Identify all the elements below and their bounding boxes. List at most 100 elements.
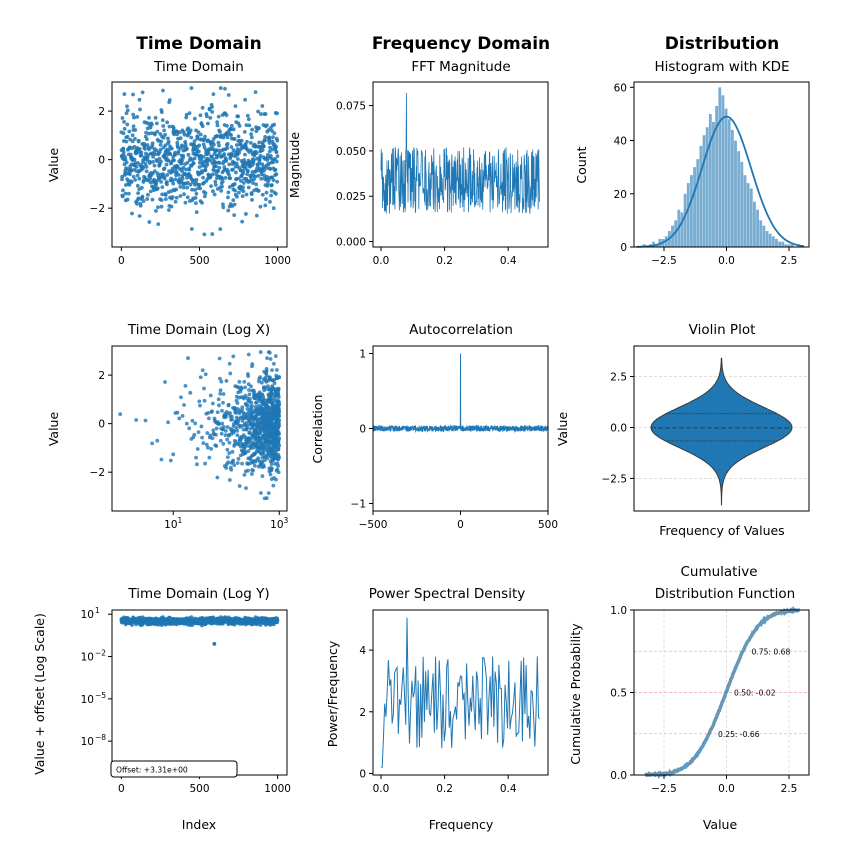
- psd-ytick-label: 2: [359, 707, 366, 719]
- time-point: [150, 141, 155, 146]
- time-point: [175, 140, 180, 145]
- time-point: [249, 140, 253, 145]
- logx-point: [166, 420, 170, 425]
- time-point: [268, 199, 272, 204]
- acf-ytick-label: −1: [351, 499, 366, 511]
- time-point: [211, 142, 216, 147]
- time-point: [249, 192, 254, 197]
- time-point: [135, 173, 140, 178]
- logx-point: [150, 441, 155, 446]
- time-point: [134, 164, 139, 169]
- time-point: [256, 188, 261, 193]
- hist-xtick-label: 0.0: [718, 255, 735, 267]
- time-point: [211, 92, 216, 97]
- histogram-bar: [690, 175, 693, 247]
- time-point: [201, 142, 206, 147]
- time-point: [170, 178, 175, 183]
- time-point: [141, 165, 146, 169]
- logx-ytick-label: −2: [90, 467, 105, 479]
- cdf-theoretical-line: [644, 608, 800, 777]
- logx-point: [143, 418, 148, 423]
- time-point: [185, 160, 190, 165]
- panel-autocorrelation: −500 0 500 −1 0 1: [351, 345, 558, 531]
- time-point: [143, 162, 148, 166]
- logx-point: [118, 412, 123, 417]
- logx-point: [211, 428, 216, 433]
- time-point: [271, 178, 276, 183]
- logx-point: [273, 396, 277, 401]
- time-point: [121, 131, 126, 136]
- time-point: [193, 196, 198, 200]
- time-point: [153, 132, 157, 137]
- time-point: [234, 161, 239, 166]
- time-point: [208, 116, 213, 120]
- logx-point: [227, 440, 232, 445]
- time-point: [163, 193, 168, 197]
- logx-point: [230, 449, 235, 454]
- panel-title-autocorrelation: Autocorrelation: [409, 322, 513, 338]
- ylabel-logx: Value: [46, 412, 61, 447]
- time-point: [264, 197, 268, 202]
- psd-xtick-label: 0.4: [500, 783, 517, 795]
- time-point: [207, 107, 212, 112]
- time-point: [273, 167, 278, 172]
- time-point: [151, 160, 155, 164]
- time-point: [153, 152, 158, 157]
- histogram-bar: [759, 220, 763, 247]
- logx-point: [258, 375, 263, 380]
- time-point: [154, 121, 159, 126]
- histogram-bar: [708, 113, 712, 247]
- time-point: [198, 132, 203, 137]
- logx-point: [199, 424, 204, 429]
- time-point: [240, 219, 245, 224]
- time-point: [236, 134, 241, 139]
- time-point: [242, 130, 247, 134]
- logx-point: [134, 418, 139, 422]
- logx-point: [206, 410, 211, 415]
- panel-title-cdf-line1: Cumulative: [680, 564, 757, 580]
- time-point: [275, 111, 279, 116]
- time-point: [266, 178, 271, 183]
- time-point: [216, 114, 221, 119]
- time-ytick-label: 2: [98, 106, 105, 118]
- logx-point: [219, 379, 224, 384]
- time-point: [203, 168, 208, 173]
- logx-point: [227, 361, 232, 366]
- time-point: [221, 205, 226, 210]
- time-point: [192, 139, 197, 144]
- logx-point: [187, 426, 192, 431]
- time-ytick-label: 0: [98, 155, 105, 167]
- time-point: [248, 160, 253, 164]
- time-point: [212, 192, 217, 197]
- logx-point: [183, 384, 188, 388]
- logx-point: [195, 447, 200, 451]
- logx-point: [217, 422, 222, 426]
- logx-point: [218, 388, 223, 393]
- psd-xtick-label: 0.0: [373, 783, 390, 795]
- time-point: [232, 202, 237, 207]
- logx-point: [201, 441, 206, 446]
- time-point: [187, 167, 192, 172]
- time-point: [243, 152, 247, 157]
- time-point: [189, 135, 194, 140]
- logx-point: [276, 447, 281, 451]
- logx-point: [220, 408, 224, 413]
- time-point: [237, 123, 242, 128]
- logx-point: [233, 411, 238, 415]
- time-point: [218, 227, 223, 232]
- fft-xtick-label: 0.0: [373, 255, 390, 267]
- time-point: [185, 195, 190, 200]
- time-point: [130, 139, 135, 144]
- hist-ytick-label: 40: [614, 136, 627, 148]
- time-point: [225, 142, 230, 146]
- time-point: [184, 146, 189, 151]
- time-point: [147, 115, 151, 120]
- time-point: [220, 184, 224, 189]
- logy-point: [212, 641, 217, 646]
- logx-point: [218, 391, 223, 396]
- logx-point: [175, 410, 180, 415]
- psd-line: [380, 617, 541, 768]
- time-point: [210, 105, 214, 109]
- panel-fft-magnitude: 0.0 0.2 0.4 0.000 0.025 0.050 0.075: [336, 81, 549, 267]
- column-header-time: Time Domain: [136, 34, 262, 54]
